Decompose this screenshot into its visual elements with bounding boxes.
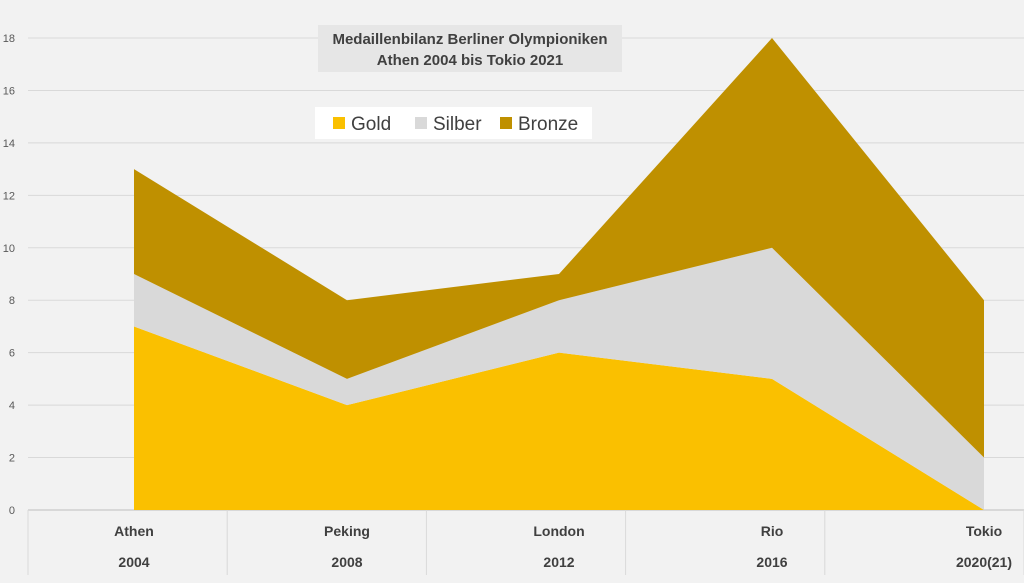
- title-line-2: Athen 2004 bis Tokio 2021: [377, 52, 563, 69]
- y-tick-label: 0: [9, 505, 15, 517]
- x-category-year: 2016: [756, 554, 787, 570]
- y-tick-label: 8: [9, 295, 15, 307]
- title-background: [318, 25, 622, 72]
- y-tick-label: 2: [9, 453, 15, 465]
- legend-label-bronze: Bronze: [518, 114, 578, 135]
- legend-swatch-silber: [415, 117, 427, 129]
- area-silber: [134, 247, 984, 510]
- x-category-year: 2008: [331, 554, 362, 570]
- y-tick-label: 18: [3, 33, 15, 45]
- y-tick-label: 16: [3, 85, 15, 97]
- y-tick-label: 12: [3, 190, 15, 202]
- legend-label-gold: Gold: [351, 114, 391, 135]
- title-line-1: Medaillenbilanz Berliner Olympioniken: [332, 31, 607, 48]
- x-axis-categories: Athen 2004 Peking 2008 London 2012 Rio 2016 Toki…: [27, 510, 1024, 575]
- area-series-group: [134, 38, 984, 510]
- x-category-label: Athen: [114, 523, 154, 539]
- legend-label-silber: Silber: [433, 114, 482, 135]
- x-category-label: Peking: [324, 523, 370, 539]
- legend: Gold Silber Bronze: [315, 107, 592, 139]
- area-bronze: [134, 38, 984, 458]
- y-tick-label: 10: [3, 243, 15, 255]
- chart-title: Medaillenbilanz Berliner Olympioniken At…: [318, 25, 622, 72]
- x-category-label: Tokio: [966, 523, 1002, 539]
- legend-background: [315, 107, 592, 139]
- y-tick-label: 14: [3, 138, 15, 150]
- x-category-year: 2004: [118, 554, 149, 570]
- x-category-label: London: [533, 523, 584, 539]
- y-tick-label: 6: [9, 348, 15, 360]
- x-category-year: 2012: [543, 554, 574, 570]
- legend-swatch-bronze: [500, 117, 512, 129]
- legend-swatch-gold: [333, 117, 345, 129]
- x-category-label: Rio: [761, 523, 784, 539]
- y-axis-ticks: 0 2 4 6 8 10 12 14 16 18: [3, 33, 15, 517]
- x-category-year: 2020(21): [956, 554, 1012, 570]
- area-gold: [134, 326, 984, 510]
- y-tick-label: 4: [9, 400, 15, 412]
